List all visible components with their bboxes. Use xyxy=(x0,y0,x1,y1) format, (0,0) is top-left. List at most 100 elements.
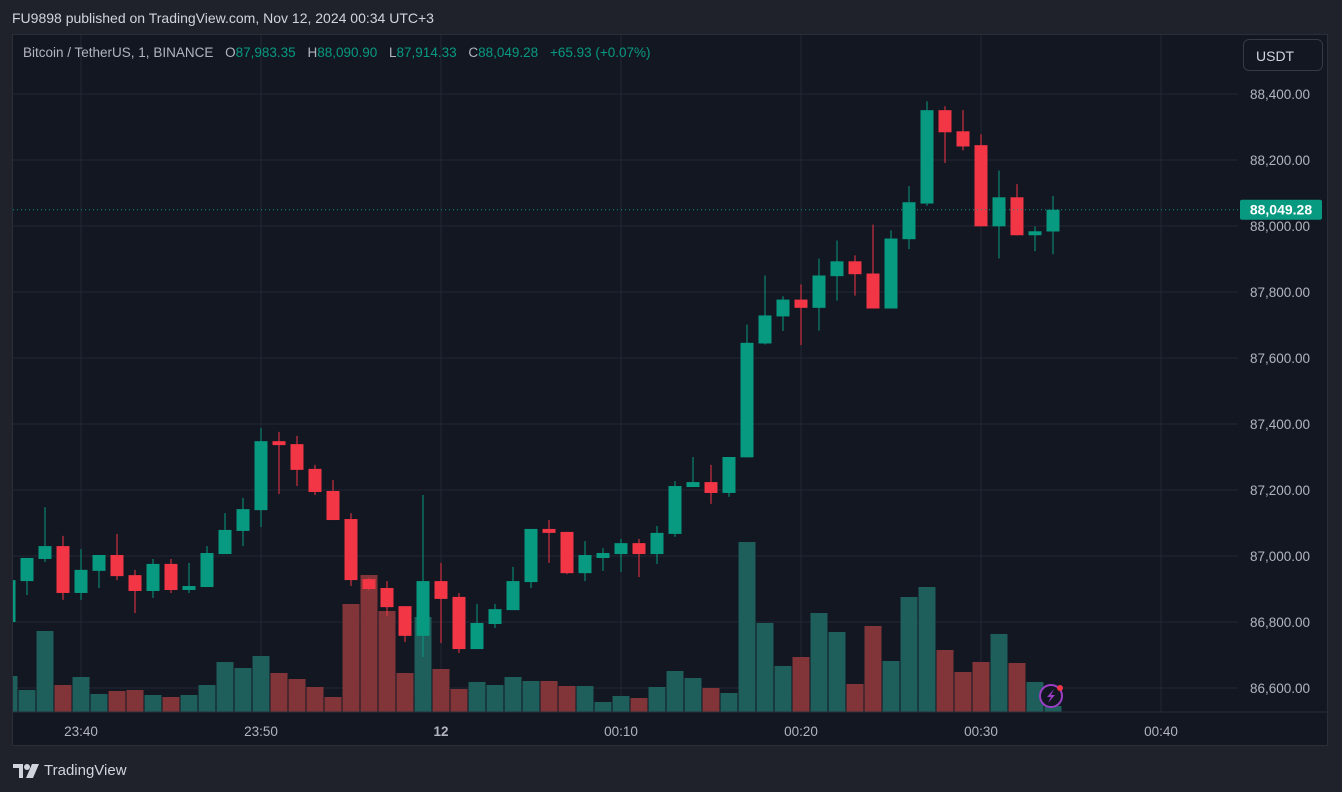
candle[interactable] xyxy=(146,558,160,598)
candle[interactable] xyxy=(416,494,430,657)
price-tick-label: 88,200.00 xyxy=(1250,153,1310,168)
candle[interactable] xyxy=(488,603,502,628)
candle[interactable] xyxy=(1046,196,1060,255)
candle[interactable] xyxy=(236,497,250,547)
candle[interactable] xyxy=(164,558,178,593)
candle[interactable] xyxy=(362,578,376,590)
candle-body xyxy=(578,555,592,574)
high-value: 88,090.90 xyxy=(317,45,378,60)
candle[interactable] xyxy=(290,435,304,487)
candle[interactable] xyxy=(722,457,736,497)
candle[interactable] xyxy=(200,546,214,588)
candle-body xyxy=(74,569,88,593)
candle[interactable] xyxy=(20,557,34,595)
lightning-icon[interactable] xyxy=(1039,684,1063,708)
candle[interactable] xyxy=(38,507,52,562)
volume-bar xyxy=(180,695,198,712)
volume-bar xyxy=(450,689,468,712)
candle[interactable] xyxy=(452,592,466,654)
volume-bar xyxy=(396,673,414,712)
candle[interactable] xyxy=(812,258,826,331)
candle[interactable] xyxy=(1028,226,1042,252)
volume-bar xyxy=(684,678,702,712)
candle[interactable] xyxy=(902,186,916,250)
candle[interactable] xyxy=(704,464,718,504)
candle-body xyxy=(56,546,70,593)
candle[interactable] xyxy=(974,134,988,227)
candle[interactable] xyxy=(632,538,646,578)
candle-body xyxy=(1028,231,1042,236)
time-tick-label: 00:20 xyxy=(784,724,818,739)
candle[interactable] xyxy=(884,230,898,309)
currency-button[interactable]: USDT xyxy=(1243,39,1323,71)
volume-bar xyxy=(522,681,540,712)
candle-body xyxy=(686,482,700,488)
candle[interactable] xyxy=(218,513,232,555)
candle[interactable] xyxy=(56,535,70,600)
candle-body xyxy=(164,563,178,590)
candle[interactable] xyxy=(542,520,556,563)
candle[interactable] xyxy=(524,528,538,589)
candle[interactable] xyxy=(848,255,862,296)
volume-bar xyxy=(36,631,54,712)
candle[interactable] xyxy=(866,224,880,309)
volume-bar xyxy=(234,668,252,712)
candle[interactable] xyxy=(794,284,808,346)
candle[interactable] xyxy=(74,549,88,600)
price-tick-label: 87,000.00 xyxy=(1250,549,1310,564)
candle[interactable] xyxy=(830,240,844,301)
time-tick-label: 00:30 xyxy=(964,724,998,739)
candle[interactable] xyxy=(614,538,628,572)
candle[interactable] xyxy=(938,106,952,163)
candle-body xyxy=(20,557,34,582)
candle[interactable] xyxy=(776,296,790,331)
candle[interactable] xyxy=(578,541,592,582)
candle[interactable] xyxy=(3,580,16,622)
candle[interactable] xyxy=(380,581,394,617)
candle-body xyxy=(740,342,754,458)
candle[interactable] xyxy=(254,427,268,527)
candle[interactable] xyxy=(920,101,934,206)
candle[interactable] xyxy=(272,431,286,494)
volume-bar xyxy=(666,671,684,712)
candle-body xyxy=(1010,197,1024,236)
last-price-label: 88,049.28 xyxy=(1250,202,1312,218)
candle-body xyxy=(380,588,394,608)
last-price-line: 88,049.28 xyxy=(13,199,1322,220)
candle[interactable] xyxy=(326,480,340,521)
candle[interactable] xyxy=(992,170,1006,259)
candle[interactable] xyxy=(344,513,358,587)
candle[interactable] xyxy=(470,603,484,650)
low-label: L xyxy=(389,45,397,60)
candle[interactable] xyxy=(182,562,196,593)
price-axis[interactable]: 86,600.00 86,800.00 87,000.00 87,200.00 87,4… xyxy=(1250,87,1310,696)
candle-body xyxy=(128,575,142,591)
candle[interactable] xyxy=(686,457,700,488)
candle[interactable] xyxy=(596,548,610,571)
candle-body xyxy=(866,273,880,309)
time-axis[interactable]: 23:40 23:50 12 00:10 00:20 00:30 00:40 xyxy=(64,724,1178,739)
candle-body xyxy=(452,596,466,650)
symbol-title[interactable]: Bitcoin / TetherUS, 1, BINANCE xyxy=(23,45,214,60)
candle[interactable] xyxy=(506,566,520,611)
volume-bar xyxy=(360,575,378,712)
candle[interactable] xyxy=(758,275,772,345)
candle[interactable] xyxy=(128,569,142,614)
candle-body xyxy=(38,546,52,559)
candle[interactable] xyxy=(956,110,970,151)
volume-bar xyxy=(216,662,234,712)
volume-bar xyxy=(612,696,630,712)
candle[interactable] xyxy=(650,525,664,564)
candle[interactable] xyxy=(434,562,448,644)
candle[interactable] xyxy=(398,606,412,643)
candle[interactable] xyxy=(668,481,682,537)
candle[interactable] xyxy=(308,464,322,495)
candle[interactable] xyxy=(110,533,124,581)
candle[interactable] xyxy=(740,324,754,458)
candle[interactable] xyxy=(92,555,106,589)
volume-bar xyxy=(828,632,846,712)
candle-body xyxy=(956,131,970,147)
candle[interactable] xyxy=(560,531,574,575)
tradingview-logo[interactable]: TradingView xyxy=(13,762,127,779)
